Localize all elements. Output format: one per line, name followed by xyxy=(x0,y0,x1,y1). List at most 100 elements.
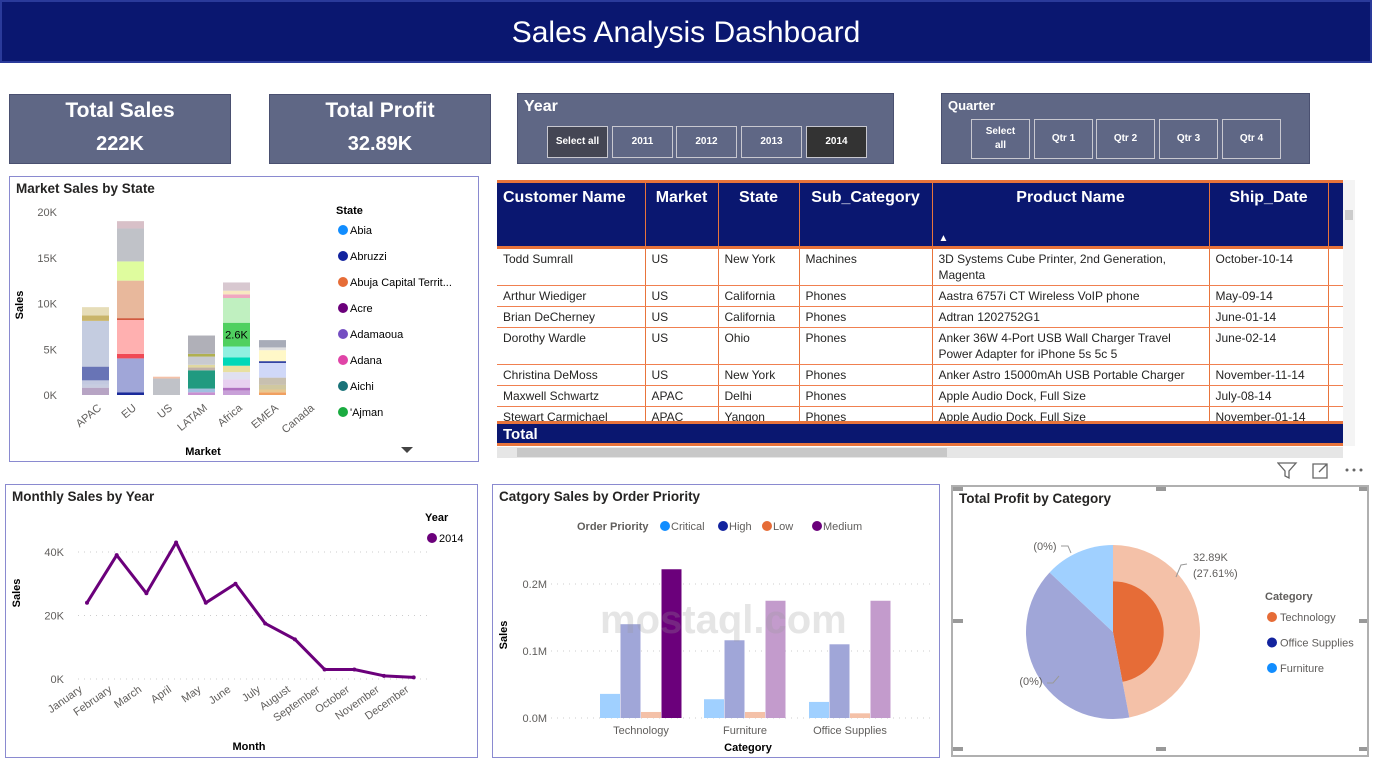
data-point[interactable] xyxy=(85,600,89,605)
legend-marker[interactable] xyxy=(338,225,348,235)
bar-segment[interactable] xyxy=(223,298,250,323)
data-point[interactable] xyxy=(233,581,238,586)
data-point[interactable] xyxy=(411,675,416,680)
legend-marker[interactable] xyxy=(338,381,348,391)
scrollbar-thumb[interactable] xyxy=(1345,210,1353,220)
table-row[interactable]: Christina DeMoss US New York Phones Anker As… xyxy=(497,364,1343,386)
bar[interactable] xyxy=(809,701,829,718)
column-header[interactable]: Product Name ▲ xyxy=(932,183,1210,247)
slicer-option[interactable]: 2012 xyxy=(676,126,737,158)
bar-segment[interactable] xyxy=(259,384,286,390)
bar-segment[interactable] xyxy=(82,315,109,321)
resize-handle[interactable] xyxy=(1359,487,1367,491)
bar[interactable] xyxy=(745,711,765,718)
bar[interactable] xyxy=(704,699,724,718)
pie-slice[interactable] xyxy=(1026,572,1130,719)
slicer-option[interactable]: 2011 xyxy=(612,126,673,158)
legend-marker[interactable] xyxy=(338,355,348,365)
bar-segment[interactable] xyxy=(259,347,286,351)
legend-marker[interactable] xyxy=(338,407,348,417)
bar-segment[interactable] xyxy=(117,261,144,281)
column-header[interactable]: Market xyxy=(645,183,719,247)
bar-segment[interactable] xyxy=(82,307,109,316)
bar-segment[interactable] xyxy=(259,361,286,363)
bar-segment[interactable] xyxy=(188,335,215,354)
pie-slice-highlight[interactable] xyxy=(1113,581,1164,682)
slicer-option[interactable]: Select all xyxy=(547,126,608,158)
bar-segment[interactable] xyxy=(82,380,109,385)
data-point[interactable] xyxy=(382,673,386,678)
table-row[interactable]: Arthur Wiediger US California Phones Aastra … xyxy=(497,285,1343,307)
bar[interactable] xyxy=(620,624,641,718)
table-row[interactable]: Dorothy Wardle US Ohio Phones Anker 36W 4-Po… xyxy=(497,327,1343,365)
bar-segment[interactable] xyxy=(259,362,286,378)
resize-handle[interactable] xyxy=(1156,487,1166,491)
bar-segment[interactable] xyxy=(188,367,215,371)
slicer-option[interactable]: 2014 xyxy=(806,126,867,158)
bar-segment[interactable] xyxy=(82,387,109,395)
bar[interactable] xyxy=(870,600,891,718)
bar-segment[interactable] xyxy=(82,384,109,388)
resize-handle[interactable] xyxy=(1359,747,1367,751)
slicer-option[interactable]: 2013 xyxy=(741,126,802,158)
bar[interactable] xyxy=(829,644,850,718)
legend-marker[interactable] xyxy=(338,329,348,339)
legend-marker[interactable] xyxy=(762,521,772,531)
legend-marker[interactable] xyxy=(338,303,348,313)
more-options-icon[interactable] xyxy=(1345,468,1363,472)
bar-segment[interactable] xyxy=(223,282,250,291)
data-point[interactable] xyxy=(174,540,179,545)
slicer-option[interactable]: Qtr 2 xyxy=(1096,119,1155,159)
bar-segment[interactable] xyxy=(117,318,144,320)
bar-segment[interactable] xyxy=(223,290,250,295)
slicer-option[interactable]: Qtr 3 xyxy=(1159,119,1218,159)
bar-segment[interactable] xyxy=(117,228,144,262)
bar-segment[interactable] xyxy=(223,346,250,358)
data-point[interactable] xyxy=(263,621,268,626)
data-point[interactable] xyxy=(322,667,327,672)
bar[interactable] xyxy=(641,711,661,718)
bar-segment[interactable] xyxy=(82,320,109,367)
bar-segment[interactable] xyxy=(117,280,144,319)
horizontal-scrollbar[interactable] xyxy=(497,447,1343,458)
legend-scroll-down-icon[interactable] xyxy=(401,447,413,453)
bar-segment[interactable] xyxy=(188,370,215,389)
filter-icon[interactable] xyxy=(1276,462,1298,480)
column-header[interactable]: State xyxy=(718,183,800,247)
data-point[interactable] xyxy=(114,553,119,558)
slicer-option[interactable]: Qtr 4 xyxy=(1222,119,1281,159)
vertical-scrollbar[interactable] xyxy=(1343,180,1355,446)
slicer-option[interactable]: Select all xyxy=(971,119,1030,159)
bar-segment[interactable] xyxy=(259,389,286,393)
bar[interactable] xyxy=(850,713,870,718)
legend-marker[interactable] xyxy=(1267,637,1277,648)
column-header[interactable]: Ship_Date xyxy=(1209,183,1329,247)
profit-category-chart[interactable]: Total Profit by Category 32.89K (27.61%) (… xyxy=(951,485,1369,757)
bar[interactable] xyxy=(765,600,786,718)
bar-segment[interactable] xyxy=(223,379,250,388)
data-point[interactable] xyxy=(292,637,297,642)
resize-handle[interactable] xyxy=(953,619,963,623)
resize-handle[interactable] xyxy=(1156,747,1166,751)
bar-segment[interactable] xyxy=(153,376,180,379)
bar-segment[interactable] xyxy=(117,221,144,229)
bar-segment[interactable] xyxy=(223,372,250,380)
legend-marker[interactable] xyxy=(338,277,348,287)
bar-segment[interactable] xyxy=(223,322,250,347)
bar-segment[interactable] xyxy=(259,392,286,395)
bar-segment[interactable] xyxy=(153,378,180,395)
slicer-option[interactable]: Qtr 1 xyxy=(1034,119,1093,159)
bar-segment[interactable] xyxy=(188,364,215,368)
legend-marker[interactable] xyxy=(1267,612,1277,622)
table-row[interactable]: Todd Sumrall US New York Machines 3D Systems… xyxy=(497,247,1343,286)
bar-segment[interactable] xyxy=(117,319,144,354)
bar-segment[interactable] xyxy=(223,357,250,366)
data-point[interactable] xyxy=(352,667,357,672)
data-point[interactable] xyxy=(144,591,149,596)
bar-segment[interactable] xyxy=(223,390,250,395)
legend-marker[interactable] xyxy=(660,521,670,531)
bar-segment[interactable] xyxy=(223,387,250,391)
bar-segment[interactable] xyxy=(82,366,109,381)
column-header[interactable]: Customer Name xyxy=(497,183,646,247)
resize-handle[interactable] xyxy=(953,487,963,491)
